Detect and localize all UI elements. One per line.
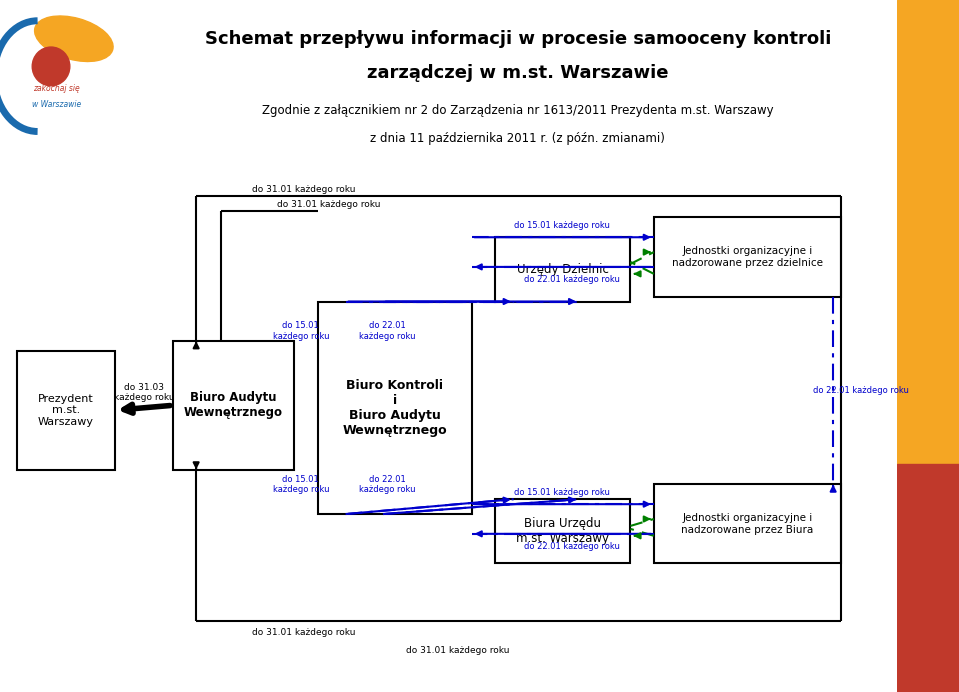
Text: Biuro Audytu
Wewnętrznego: Biuro Audytu Wewnętrznego: [184, 391, 283, 419]
Text: Urzędy Dzielnic: Urzędy Dzielnic: [517, 263, 609, 276]
Text: Jednostki organizacyjne i
nadzorowane przez dzielnice: Jednostki organizacyjne i nadzorowane pr…: [671, 246, 823, 268]
Text: Biura Urzędu
m.st. Warszawy: Biura Urzędu m.st. Warszawy: [516, 518, 609, 545]
Text: do 31.01 każdego roku: do 31.01 każdego roku: [277, 200, 381, 209]
Bar: [897, 464, 959, 692]
Text: w Warszawie: w Warszawie: [32, 100, 81, 109]
Text: Schemat przepływu informacji w procesie samooceny kontroli: Schemat przepływu informacji w procesie …: [204, 30, 831, 48]
FancyBboxPatch shape: [173, 341, 294, 470]
Text: do 31.01 każdego roku: do 31.01 każdego roku: [252, 185, 356, 194]
Text: do 22.01 każdego roku: do 22.01 każdego roku: [524, 542, 620, 552]
Text: zarządczej w m.st. Warszawie: zarządczej w m.st. Warszawie: [367, 64, 668, 82]
Text: do 15.01 każdego roku: do 15.01 każdego roku: [514, 221, 610, 230]
Text: do 31.01 każdego roku: do 31.01 każdego roku: [406, 646, 509, 655]
FancyBboxPatch shape: [495, 499, 630, 563]
Text: z dnia 11 października 2011 r. (z późn. zmianami): z dnia 11 października 2011 r. (z późn. …: [370, 132, 666, 145]
FancyBboxPatch shape: [317, 302, 472, 514]
Text: Jednostki organizacyjne i
nadzorowane przez Biura: Jednostki organizacyjne i nadzorowane pr…: [681, 513, 813, 535]
Ellipse shape: [35, 16, 113, 62]
FancyBboxPatch shape: [495, 237, 630, 302]
Text: do 15.01 każdego roku: do 15.01 każdego roku: [514, 488, 610, 497]
Text: do 31.03
każdego roku: do 31.03 każdego roku: [113, 383, 175, 402]
Text: do 22.01 każdego roku: do 22.01 każdego roku: [524, 275, 620, 284]
Text: Biuro Kontroli
i
Biuro Audytu
Wewnętrznego: Biuro Kontroli i Biuro Audytu Wewnętrzne…: [342, 379, 447, 437]
FancyBboxPatch shape: [654, 217, 841, 297]
Bar: [897, 0, 959, 464]
Text: do 15.01
każdego roku: do 15.01 każdego roku: [272, 475, 329, 494]
Text: do 31.01 każdego roku: do 31.01 każdego roku: [252, 628, 356, 637]
FancyBboxPatch shape: [654, 484, 841, 563]
FancyBboxPatch shape: [17, 351, 115, 470]
Circle shape: [33, 47, 70, 86]
Text: do 15.01
każdego roku: do 15.01 każdego roku: [272, 322, 329, 341]
Text: do 22.01 każdego roku: do 22.01 każdego roku: [813, 386, 909, 395]
Text: do 22.01
każdego roku: do 22.01 każdego roku: [360, 475, 416, 494]
Text: zakochaj się: zakochaj się: [33, 84, 80, 93]
Text: Zgodnie z załącznikiem nr 2 do Zarządzenia nr 1613/2011 Prezydenta m.st. Warszaw: Zgodnie z załącznikiem nr 2 do Zarządzen…: [262, 104, 774, 117]
Text: Prezydent
m.st.
Warszawy: Prezydent m.st. Warszawy: [37, 394, 94, 427]
Text: do 22.01
każdego roku: do 22.01 każdego roku: [360, 322, 416, 341]
